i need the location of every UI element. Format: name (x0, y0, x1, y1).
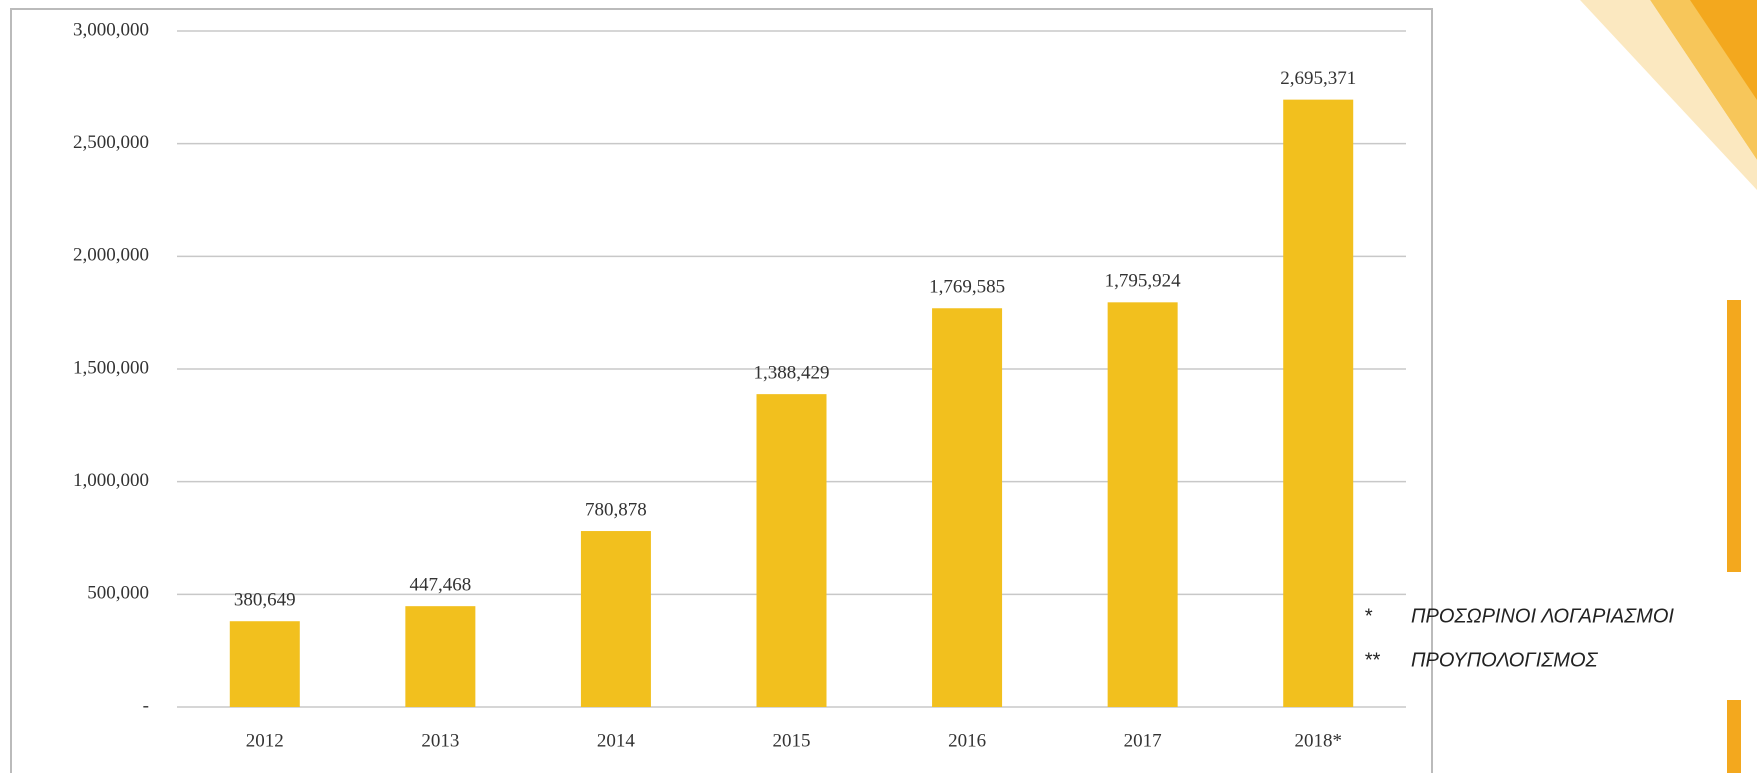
x-tick-label: 2017 (1124, 730, 1162, 751)
note-marker: ** (1364, 649, 1381, 671)
y-tick-label: 3,000,000 (73, 19, 149, 40)
value-label: 1,769,585 (929, 277, 1005, 298)
decoration (1580, 0, 1757, 190)
note-text: ΠΡΟΥΠΟΛΟΓΙΣΜΟΣ (1411, 649, 1599, 671)
y-tick-label: 500,000 (87, 583, 149, 604)
y-tick-label: 2,000,000 (73, 245, 149, 266)
bar (932, 308, 1003, 707)
value-label: 447,468 (409, 575, 471, 596)
value-label: 1,795,924 (1105, 271, 1182, 292)
note-text: ΠΡΟΣΩΡΙΝΟΙ ΛΟΓΑΡΙΑΣΜΟΙ (1411, 605, 1674, 627)
x-tick-label: 2012 (246, 730, 284, 751)
y-tick-label: 1,500,000 (73, 357, 149, 378)
y-tick-label: 2,500,000 (73, 132, 149, 153)
value-label: 1,388,429 (754, 363, 830, 384)
x-tick-label: 2018* (1294, 730, 1342, 751)
bar (405, 606, 476, 707)
chart-frame (10, 8, 1433, 773)
bar (229, 621, 300, 707)
bar (1107, 302, 1178, 707)
bar (756, 394, 827, 707)
value-label: 380,649 (234, 590, 296, 611)
x-tick-label: 2014 (597, 730, 636, 751)
x-tick-label: 2016 (948, 730, 986, 751)
bar (580, 531, 651, 707)
x-tick-label: 2015 (773, 730, 811, 751)
value-label: 2,695,371 (1280, 68, 1356, 89)
note-marker: * (1364, 605, 1373, 627)
y-tick-label: 1,000,000 (73, 470, 149, 491)
x-tick-label: 2013 (421, 730, 459, 751)
value-label: 780,878 (585, 499, 647, 520)
decoration (1727, 300, 1741, 572)
y-tick-label: - (143, 695, 149, 716)
decoration (1690, 0, 1757, 100)
bar (1283, 99, 1354, 707)
decoration (1727, 700, 1741, 773)
